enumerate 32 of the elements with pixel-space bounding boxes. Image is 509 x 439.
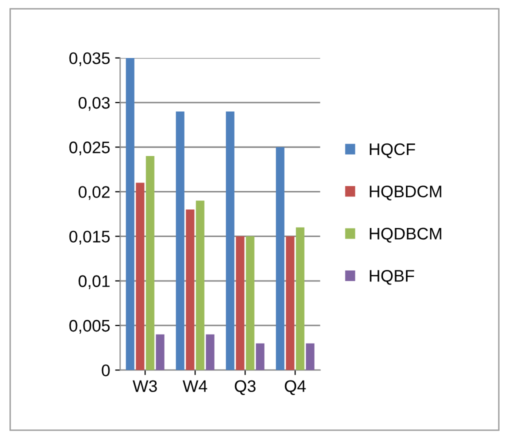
y-tick-label: 0,025 (69, 142, 110, 156)
bar (276, 147, 284, 370)
y-tick-label: 0,015 (69, 230, 110, 244)
bar (156, 334, 164, 370)
legend-label: HQDBCM (370, 228, 442, 243)
bar (296, 227, 304, 370)
y-tick-label: 0,005 (69, 320, 110, 334)
y-tick-label: 0,035 (69, 52, 110, 66)
bar (136, 182, 144, 370)
y-tick-label: 0 (102, 364, 110, 376)
y-tick-label: 0,03 (78, 96, 110, 111)
x-tick-label: Q4 (284, 380, 306, 396)
legend-label: HQCF (370, 143, 416, 158)
bar (186, 210, 194, 370)
bar (126, 58, 134, 370)
x-tick-label: W4 (182, 380, 208, 392)
bar (236, 236, 244, 370)
bar (246, 236, 254, 370)
bar (286, 236, 294, 370)
legend-label: HQBDCM (370, 186, 442, 200)
bar (206, 334, 214, 370)
bar (176, 111, 184, 370)
bar (196, 200, 204, 370)
bar (226, 111, 234, 370)
bar (146, 156, 154, 370)
bar (306, 343, 314, 370)
y-tick-label: 0,02 (78, 186, 110, 200)
bar (256, 343, 264, 370)
legend-label: HQBF (370, 270, 414, 285)
x-tick-label: Q3 (234, 380, 256, 396)
x-tick-label: W3 (132, 380, 157, 392)
y-tick-label: 0,01 (78, 275, 110, 290)
